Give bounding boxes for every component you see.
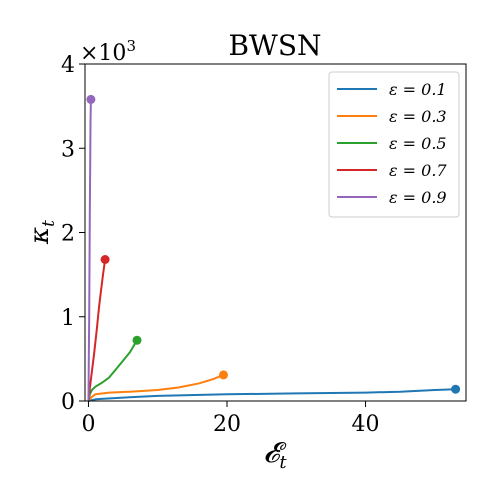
series-endpoint-1 [219,370,228,380]
legend-label-0: ε = 0.1 [389,80,447,99]
legend-label-1: ε = 0.3 [389,107,447,126]
legend [328,71,460,218]
series-line-0 [88,388,456,402]
series-endpoint-4 [86,94,96,104]
x-axis-label: 𝓔t [263,436,287,473]
x-tick-label-1: 20 [213,412,241,437]
series-endpoint-0 [451,384,461,394]
y-tick-label-1: 1 [61,306,75,331]
series-line-1 [87,373,224,402]
y-tick-label-4: 4 [61,53,75,78]
series-line-4 [87,99,92,402]
chart-title: BWSN [228,29,321,62]
series-line-2 [87,339,138,402]
y-tick-label-3: 3 [61,137,75,162]
x-tick-label-0: 0 [81,412,95,437]
y-axis-label: κt [25,220,59,245]
legend-label-3: ε = 0.7 [389,161,447,180]
series-endpoint-2 [132,335,142,345]
series-line-3 [87,259,107,402]
y-tick-label-2: 2 [61,222,75,247]
x-tick-label-2: 40 [352,412,380,437]
series-endpoint-3 [100,255,110,264]
y-tick-label-0: 0 [61,390,75,415]
legend-label-4: ε = 0.9 [389,188,447,207]
y-multiplier: ×103 [80,37,136,66]
legend-label-2: ε = 0.5 [389,134,447,153]
